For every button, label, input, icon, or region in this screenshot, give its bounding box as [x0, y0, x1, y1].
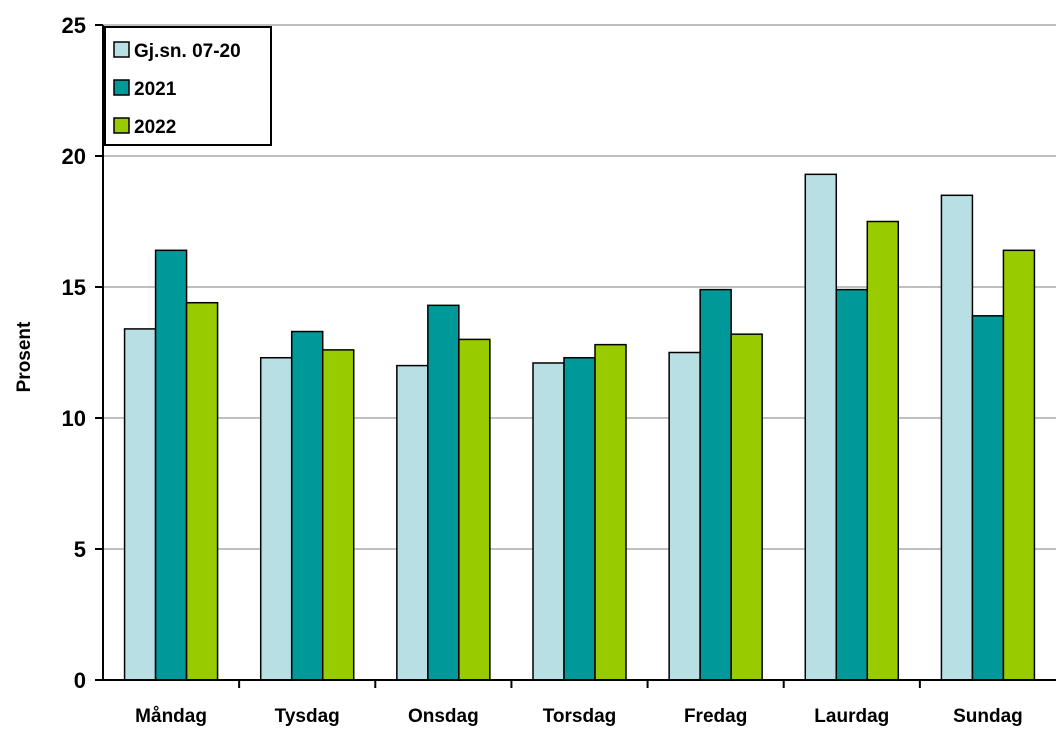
x-category-label: Laurdag — [814, 706, 889, 727]
legend-swatch — [113, 79, 130, 96]
bars — [123, 173, 1036, 681]
bar-fredag-2 — [730, 333, 763, 681]
y-tick-labels: 0 5 10 15 20 25 — [62, 13, 86, 693]
x-category-label: Tysdag — [275, 706, 340, 727]
legend-label: Gj.sn. 07-20 — [134, 41, 241, 62]
bar-laurdag-1 — [835, 288, 869, 681]
bar-fredag-1 — [699, 288, 732, 681]
bar-fredag-0 — [668, 351, 701, 681]
bar-laurdag-2 — [866, 220, 900, 681]
x-category-label: Sundag — [953, 706, 1023, 727]
bar-laurdag-0 — [804, 173, 838, 681]
legend-box — [104, 26, 272, 146]
y-tick-label: 0 — [74, 668, 86, 693]
legend-label: 2021 — [134, 79, 177, 100]
x-category-label: Torsdag — [543, 706, 617, 727]
x-category-label: Måndag — [135, 706, 207, 727]
legend-swatch — [113, 117, 130, 134]
bar-sundag-1 — [971, 315, 1005, 681]
x-category-label: Fredag — [684, 706, 747, 727]
bar-tysdag-0 — [259, 356, 293, 681]
x-category-labels: Måndag Tysdag Onsdag Torsdag Fredag Laurdag Su… — [135, 706, 1023, 727]
y-tick-label: 15 — [62, 275, 86, 300]
bar-tysdag-1 — [290, 330, 324, 681]
x-category-label: Onsdag — [408, 706, 479, 727]
y-tick-label: 20 — [62, 144, 86, 169]
bar-onsdag-1 — [427, 304, 460, 681]
bar-tysdag-2 — [321, 349, 355, 681]
bar-torsdag-1 — [563, 356, 596, 681]
bar-onsdag-0 — [396, 364, 429, 681]
legend: Gj.sn. 07-20 2021 2022 — [104, 26, 272, 146]
legend-label: 2022 — [134, 117, 176, 138]
y-tick-label: 5 — [74, 537, 86, 562]
y-tick-label: 10 — [62, 406, 86, 431]
bar-onsdag-2 — [458, 338, 491, 681]
bar-måndag-2 — [185, 301, 219, 681]
bar-torsdag-2 — [594, 343, 627, 681]
bar-sundag-2 — [1002, 249, 1036, 681]
bar-måndag-0 — [123, 328, 157, 681]
legend-swatch — [113, 41, 130, 58]
axes — [95, 24, 1056, 688]
bar-måndag-1 — [154, 249, 188, 681]
bar-torsdag-0 — [532, 362, 565, 681]
y-axis-title: Prosent — [14, 321, 35, 392]
y-tick-label: 25 — [62, 13, 86, 38]
bar-sundag-0 — [940, 194, 974, 681]
